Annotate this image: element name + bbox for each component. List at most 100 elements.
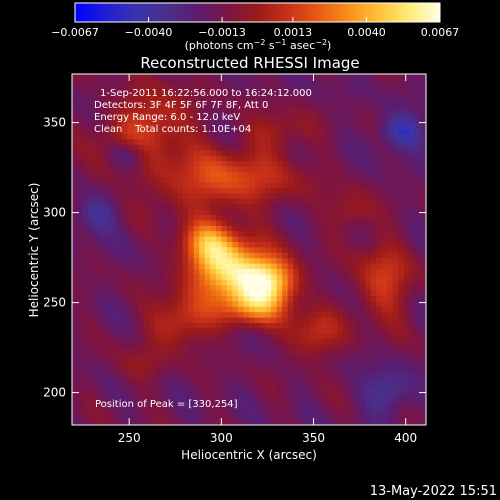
heatmap-cell: [376, 257, 383, 264]
heatmap-cell: [315, 230, 322, 237]
heatmap-cell: [149, 128, 156, 134]
heatmap-cell: [260, 419, 267, 425]
heatmap-cell: [343, 209, 350, 215]
heatmap-cell: [403, 214, 411, 221]
heatmap-cell: [315, 225, 322, 232]
heatmap-cell: [166, 203, 173, 210]
heatmap-cell: [243, 133, 250, 140]
heatmap-cell: [370, 257, 377, 264]
heatmap-cell: [403, 349, 411, 356]
heatmap-cell: [237, 117, 245, 124]
annotation-energy-range: Energy Range: 6.0 - 12.0 keV: [94, 112, 240, 123]
heatmap-cell: [293, 192, 300, 199]
heatmap-cell: [287, 371, 294, 377]
heatmap-cell: [215, 225, 222, 232]
heatmap-cell: [143, 90, 151, 97]
heatmap-cell: [127, 403, 134, 410]
heatmap-cell: [293, 403, 300, 410]
heatmap-cell: [293, 144, 300, 151]
heatmap-cell: [359, 365, 366, 372]
heatmap-cell: [105, 79, 112, 86]
heatmap-cell: [376, 419, 383, 425]
heatmap-cell: [403, 279, 411, 286]
heatmap-cell: [260, 392, 267, 399]
heatmap-cell: [337, 344, 344, 350]
heatmap-cell: [348, 349, 355, 356]
heatmap-cell: [315, 90, 322, 97]
heatmap-cell: [160, 387, 167, 394]
heatmap-cell: [359, 165, 366, 172]
heatmap-cell: [83, 403, 90, 410]
heatmap-cell: [149, 290, 156, 296]
heatmap-cell: [121, 176, 128, 183]
heatmap-cell: [188, 344, 195, 350]
heatmap-cell: [420, 349, 426, 356]
heatmap-cell: [160, 365, 167, 372]
heatmap-cell: [370, 230, 377, 237]
heatmap-cell: [110, 225, 117, 232]
heatmap-cell: [110, 252, 117, 259]
heatmap-cell: [337, 387, 344, 394]
heatmap-cell: [72, 122, 79, 129]
heatmap-cell: [343, 273, 350, 280]
heatmap-cell: [409, 230, 416, 237]
heatmap-cell: [249, 311, 256, 318]
heatmap-cell: [282, 290, 289, 296]
heatmap-cell: [403, 144, 411, 151]
heatmap-cell: [398, 106, 405, 113]
heatmap-cell: [403, 408, 411, 415]
heatmap-cell: [226, 122, 234, 129]
heatmap-cell: [260, 101, 267, 107]
heatmap-cell: [282, 138, 289, 145]
heatmap-cell: [94, 387, 101, 394]
heatmap-cell: [359, 144, 366, 151]
heatmap-cell: [88, 354, 95, 361]
heatmap-cell: [127, 155, 134, 161]
heatmap-cell: [354, 387, 361, 394]
heatmap-cell: [116, 230, 123, 237]
heatmap-cell: [414, 295, 422, 302]
heatmap-cell: [420, 306, 426, 313]
heatmap-cell: [271, 192, 278, 199]
heatmap-cell: [381, 414, 388, 421]
heatmap-cell: [221, 165, 228, 172]
heatmap-cell: [77, 198, 84, 205]
heatmap-cell: [188, 290, 195, 296]
heatmap-cell: [204, 225, 211, 232]
heatmap-cell: [293, 209, 300, 215]
heatmap-cell: [121, 257, 128, 264]
heatmap-cell: [72, 182, 79, 188]
heatmap-cell: [121, 403, 128, 410]
heatmap-cell: [171, 311, 178, 318]
heatmap-cell: [304, 327, 311, 334]
heatmap-cell: [204, 122, 211, 129]
heatmap-cell: [72, 165, 79, 172]
heatmap-cell: [381, 338, 388, 345]
heatmap-cell: [249, 279, 256, 286]
heatmap-cell: [77, 182, 84, 188]
heatmap-cell: [204, 284, 211, 291]
heatmap-cell: [154, 360, 162, 367]
heatmap-cell: [204, 84, 211, 91]
heatmap-cell: [409, 79, 416, 86]
heatmap-cell: [293, 176, 300, 183]
heatmap-cell: [282, 79, 289, 86]
heatmap-cell: [249, 300, 256, 307]
heatmap-cell: [348, 306, 355, 313]
heatmap-cell: [116, 192, 123, 199]
heatmap-cell: [282, 74, 289, 80]
heatmap-cell: [315, 344, 322, 350]
heatmap-cell: [254, 111, 261, 118]
heatmap-cell: [210, 419, 217, 425]
heatmap-cell: [160, 192, 167, 199]
heatmap-cell: [265, 333, 272, 340]
heatmap-cell: [260, 182, 267, 188]
heatmap-cell: [249, 284, 256, 291]
heatmap-cell: [381, 306, 388, 313]
heatmap-cell: [298, 398, 305, 404]
heatmap-cell: [387, 79, 394, 86]
heatmap-cell: [94, 349, 101, 356]
heatmap-cell: [193, 349, 200, 356]
heatmap-cell: [320, 354, 328, 361]
heatmap-cell: [287, 322, 294, 329]
